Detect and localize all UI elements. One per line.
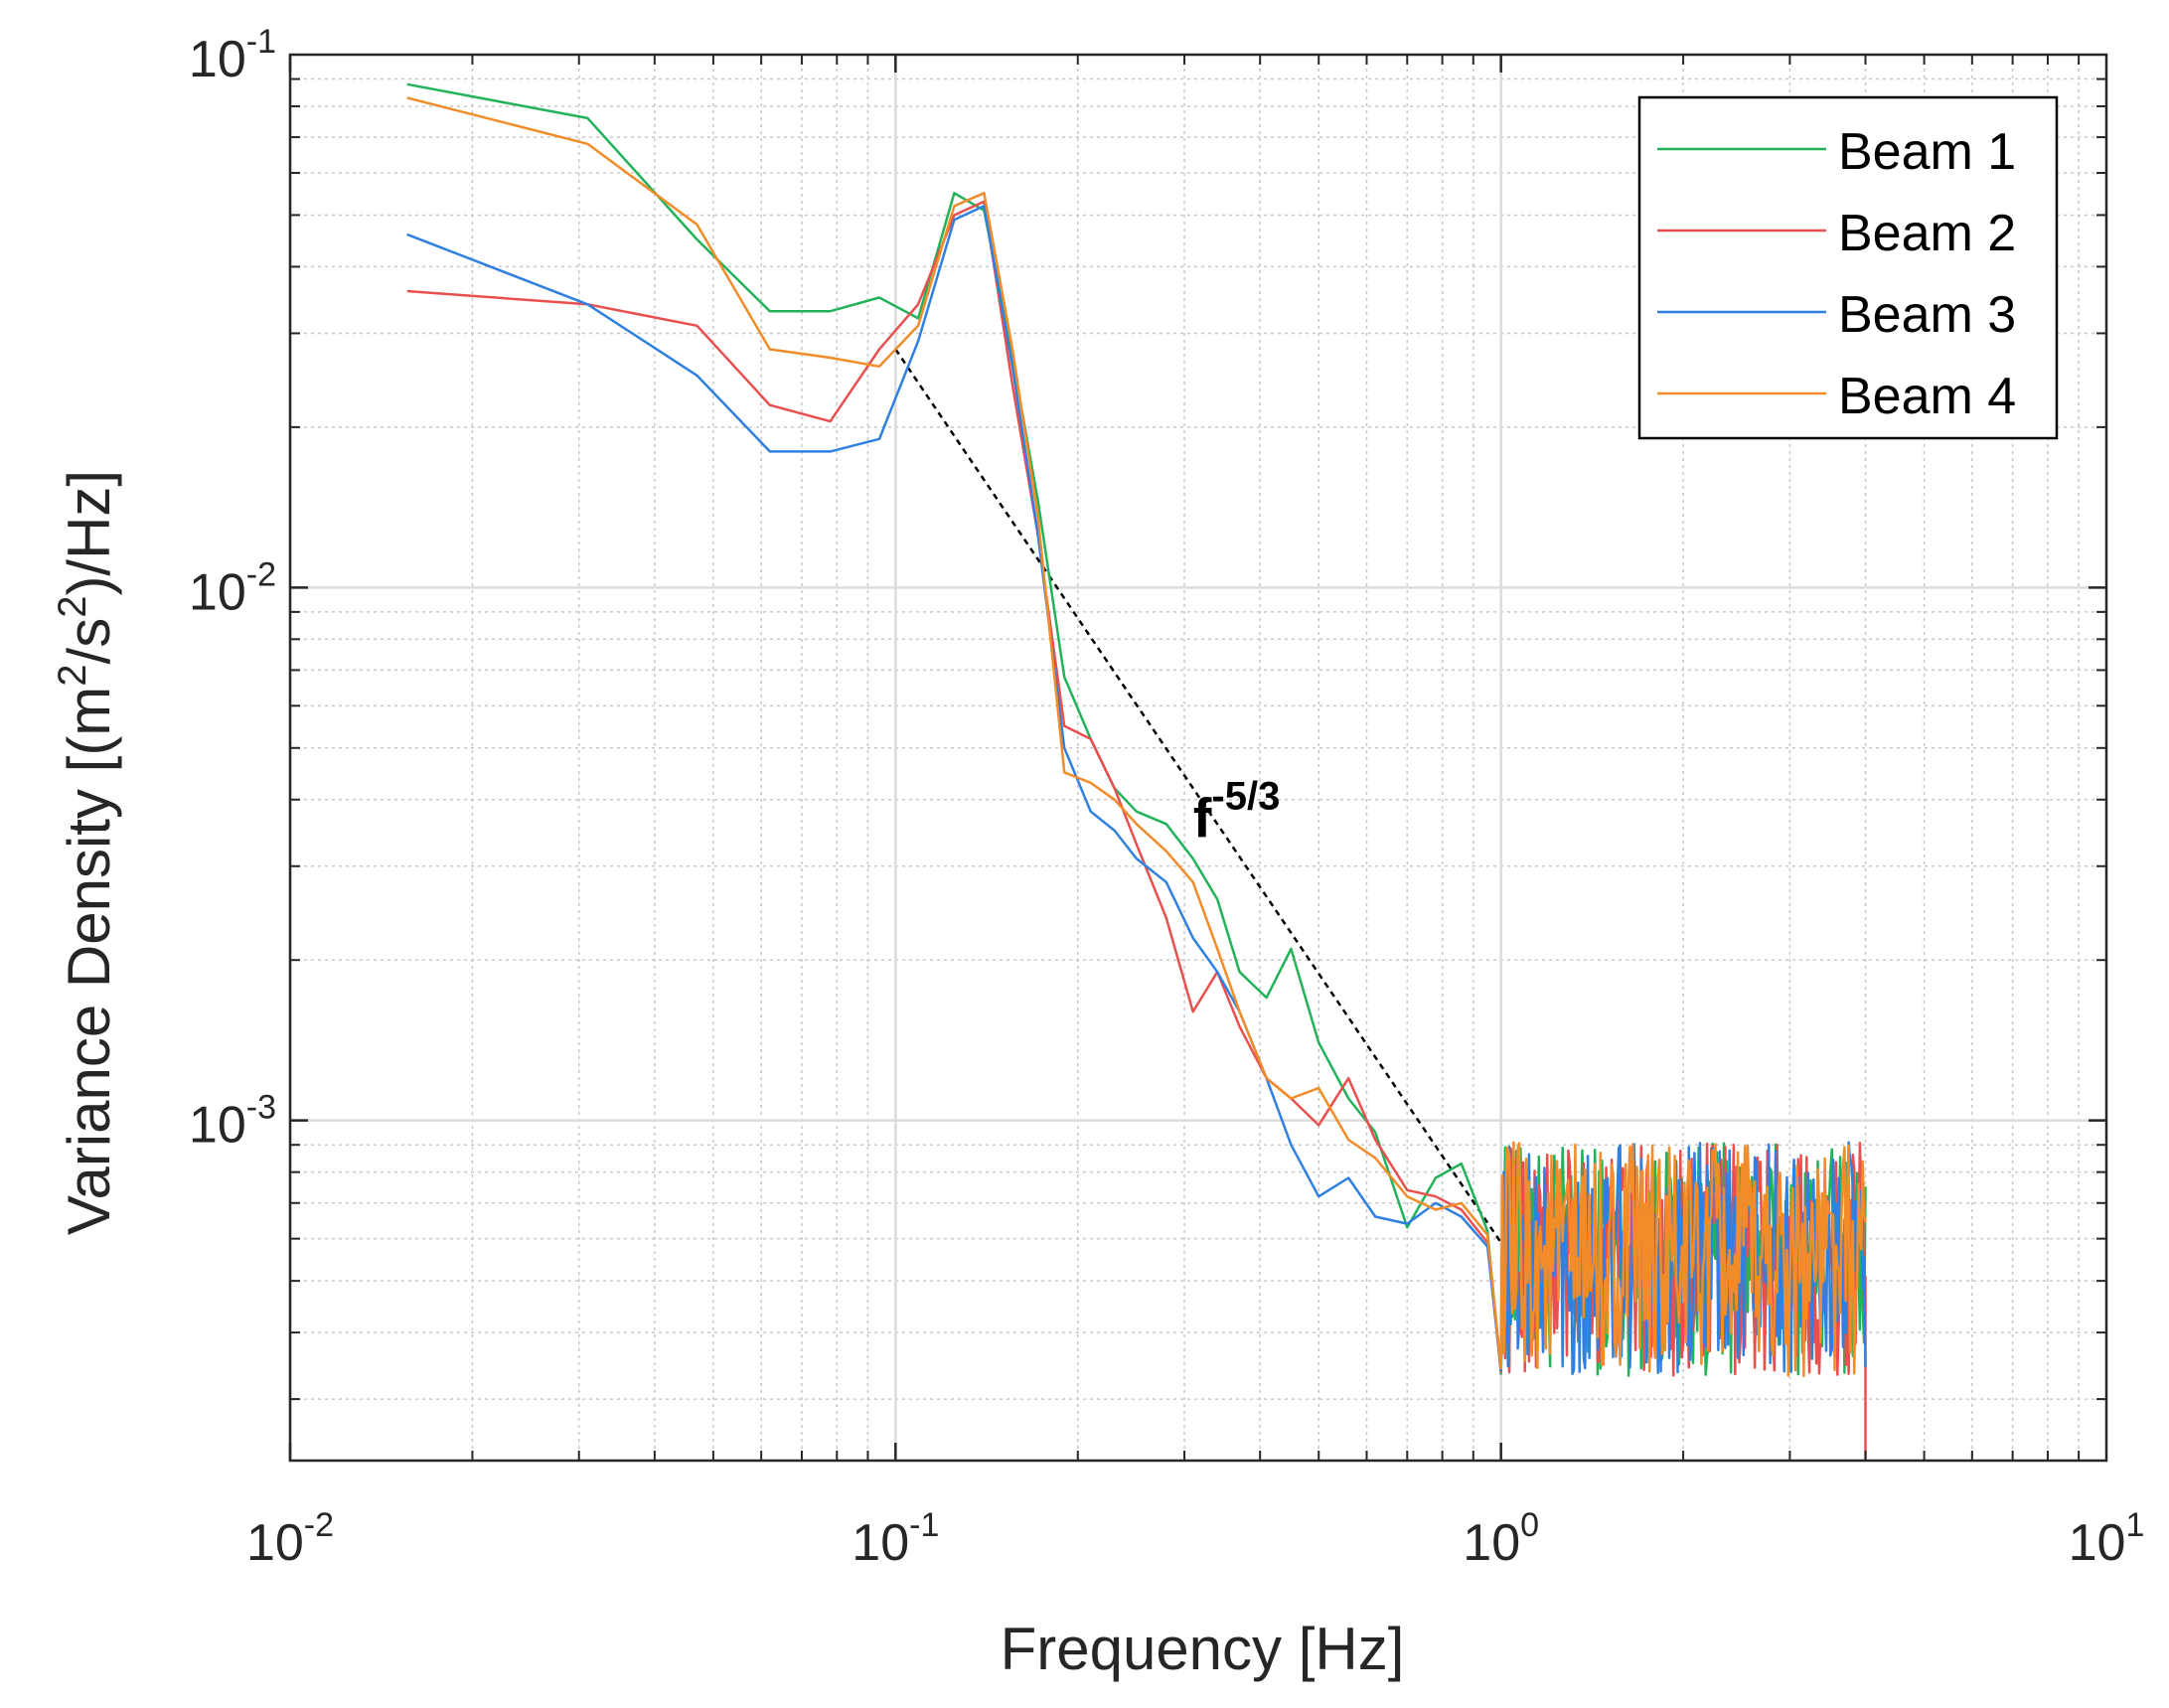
legend-label: Beam 3 (1838, 286, 2016, 344)
legend-box (1637, 95, 2059, 440)
y-axis-title: Variance Density [(m2/s2)/Hz] (51, 470, 122, 1235)
x-tick-label: 101 (2069, 1506, 2145, 1572)
x-tick-label: 100 (1463, 1506, 1539, 1572)
y-tick-label: 10-3 (189, 1089, 276, 1155)
reference-slope-line (894, 348, 1502, 1244)
series-line-beam-4 (406, 96, 1867, 1378)
series-layer (406, 82, 1867, 1461)
plot-frame (288, 53, 2108, 1463)
legend-label: Beam 4 (1838, 368, 2016, 425)
legend-label: Beam 1 (1838, 123, 2016, 181)
slope-annotation: f-5/3 (1193, 775, 1281, 850)
legend-label: Beam 2 (1838, 205, 2016, 262)
x-tick-label: 10-1 (852, 1506, 939, 1572)
minor-grid (290, 55, 2106, 1461)
x-tick-label: 10-2 (246, 1506, 334, 1572)
x-axis-title: Frequency [Hz] (1001, 1616, 1405, 1682)
x-tick-labels: 10-2 10-1 100 101 (246, 1506, 2144, 1572)
y-tick-label: 10-1 (189, 23, 276, 88)
reference-line-layer (894, 348, 1502, 1244)
tick-marks (288, 55, 2106, 1461)
y-tick-label: 10-2 (189, 555, 276, 621)
legend: Beam 1 Beam 2 Beam 3 Beam 4 (1637, 95, 2059, 440)
y-tick-labels: 10-3 10-2 10-1 (189, 23, 276, 1155)
